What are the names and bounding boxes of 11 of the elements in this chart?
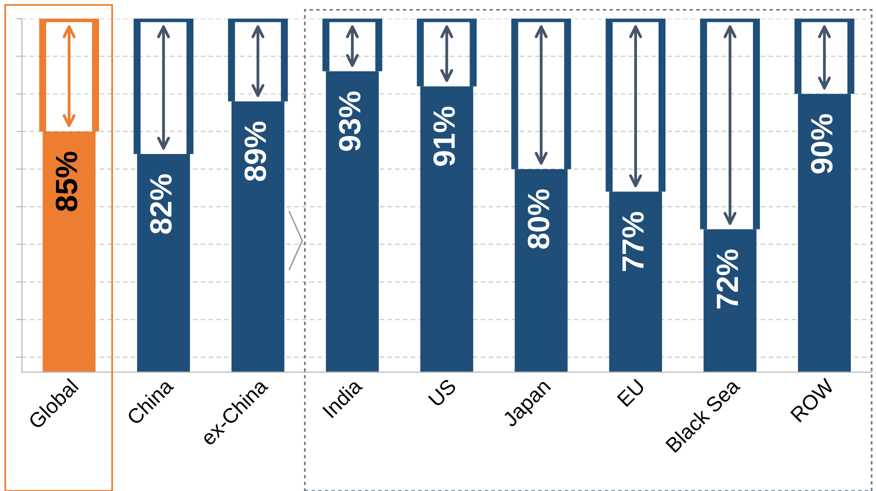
data-label: 77% [622, 212, 644, 271]
data-label: 93% [338, 92, 361, 151]
x-tick-label: US [428, 378, 457, 408]
x-tick-label: EU [616, 378, 646, 408]
data-label: 72% [716, 250, 738, 309]
data-label: 91% [433, 106, 455, 166]
data-label: 89% [244, 122, 266, 182]
data-label: 90% [810, 114, 833, 174]
data-label: 80% [528, 189, 550, 249]
data-label: 82% [150, 174, 172, 234]
data-label: 85% [56, 152, 78, 212]
